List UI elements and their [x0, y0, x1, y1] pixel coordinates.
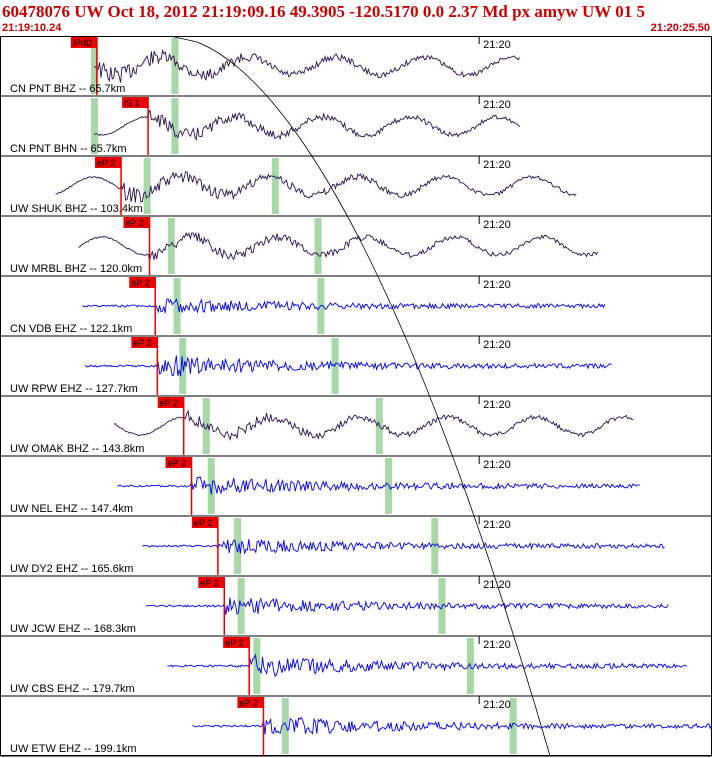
- pick-label-9: eP 2: [200, 578, 218, 588]
- window-p-4: [173, 278, 181, 334]
- pick-label-0: iPdD: [73, 38, 93, 48]
- window-s-1: [171, 98, 179, 154]
- station-label-8: UW DY2 EHZ -- 165.6km: [10, 563, 133, 575]
- pick-flag-0: [70, 37, 97, 48]
- tick-label-2: 21:20: [483, 159, 511, 171]
- waveform-2: [55, 171, 577, 203]
- waveform-7: [117, 476, 640, 495]
- pick-flag-9: [198, 577, 225, 588]
- pick-label-7: eP 2: [168, 458, 186, 468]
- waveform-9: [145, 597, 669, 616]
- window-s-3: [314, 218, 322, 274]
- pick-label-8: eP 2: [194, 518, 212, 528]
- window-s-11: [509, 698, 517, 754]
- window-p-0: [90, 38, 98, 94]
- window-p-3: [167, 218, 175, 274]
- tick-label-1: 21:20: [483, 99, 511, 111]
- window-p-9: [237, 578, 245, 634]
- tick-label-4: 21:20: [483, 279, 511, 291]
- pick-flag-5: [131, 337, 158, 348]
- tick-label-10: 21:20: [483, 639, 511, 651]
- station-label-6: UW OMAK BHZ -- 143.8km: [10, 443, 144, 455]
- tick-label-3: 21:20: [483, 219, 511, 231]
- pick-flag-1: [122, 97, 149, 108]
- start-time: 21:19:10.24: [2, 22, 62, 34]
- tick-label-5: 21:20: [483, 339, 511, 351]
- station-label-10: UW CBS EHZ -- 179.7km: [10, 683, 135, 695]
- window-p-6: [202, 398, 210, 454]
- window-s-2: [271, 158, 279, 214]
- waveform-4: [82, 297, 606, 314]
- station-label-9: UW JCW EHZ -- 168.3km: [10, 623, 136, 635]
- station-label-4: CN VDB EHZ -- 122.1km: [10, 323, 132, 335]
- pick-flag-8: [191, 517, 218, 528]
- waveform-0: [93, 48, 520, 83]
- tick-label-6: 21:20: [483, 399, 511, 411]
- waveform-6: [113, 409, 634, 441]
- window-s-7: [385, 458, 393, 514]
- tick-label-0: 21:20: [483, 39, 511, 51]
- window-p-1: [90, 98, 98, 154]
- header-bar: 60478076 UW Oct 18, 2012 21:19:09.16 49.…: [0, 0, 712, 36]
- pick-label-5: eP 2: [133, 338, 151, 348]
- pick-label-4: eP 2: [131, 278, 149, 288]
- pick-label-10: eP 2: [225, 638, 243, 648]
- end-time: 21:20:25.50: [650, 22, 710, 34]
- waveform-5: [85, 355, 612, 377]
- pick-label-2: eP 2: [97, 158, 115, 168]
- pick-flag-10: [223, 637, 250, 648]
- waveform-1: [93, 108, 520, 142]
- station-label-5: UW RPW EHZ -- 127.7km: [10, 383, 138, 395]
- window-p-8: [234, 518, 242, 574]
- pick-label-6: eP 2: [160, 398, 178, 408]
- waveform-8: [142, 539, 665, 554]
- tick-label-7: 21:20: [483, 459, 511, 471]
- tick-label-8: 21:20: [483, 519, 511, 531]
- pick-flag-6: [157, 397, 184, 408]
- window-p-7: [207, 458, 215, 514]
- pick-flag-3: [123, 217, 150, 228]
- seismogram-panel: iPdD 21:20 CN PNT BHZ -- 65.7km iS 1 21:20 CN…: [0, 36, 712, 757]
- window-s-4: [317, 278, 325, 334]
- pick-label-1: iS 1: [124, 98, 140, 108]
- travel-time-curve: [169, 36, 551, 757]
- pick-flag-11: [237, 697, 264, 708]
- station-label-11: UW ETW EHZ -- 199.1km: [10, 743, 137, 755]
- station-label-3: UW MRBL BHZ -- 120.0km: [10, 263, 142, 275]
- window-p-11: [281, 698, 289, 754]
- window-p-2: [143, 158, 151, 214]
- pick-flag-2: [95, 157, 122, 168]
- waveform-3: [78, 231, 599, 262]
- waveform-11: [192, 716, 712, 735]
- pick-label-3: eP 2: [126, 218, 144, 228]
- station-label-7: UW NEL EHZ -- 147.4km: [10, 503, 133, 515]
- station-label-1: CN PNT BHN -- 65.7km: [10, 143, 127, 155]
- station-label-0: CN PNT BHZ -- 65.7km: [10, 83, 125, 95]
- pick-flag-7: [165, 457, 192, 468]
- pick-flag-4: [129, 277, 156, 288]
- station-label-2: UW SHUK BHZ -- 103.4km: [10, 203, 143, 215]
- tick-label-11: 21:20: [483, 699, 511, 711]
- waveform-10: [167, 653, 687, 677]
- pick-label-11: eP 2: [239, 698, 257, 708]
- event-title: 60478076 UW Oct 18, 2012 21:19:09.16 49.…: [2, 2, 645, 21]
